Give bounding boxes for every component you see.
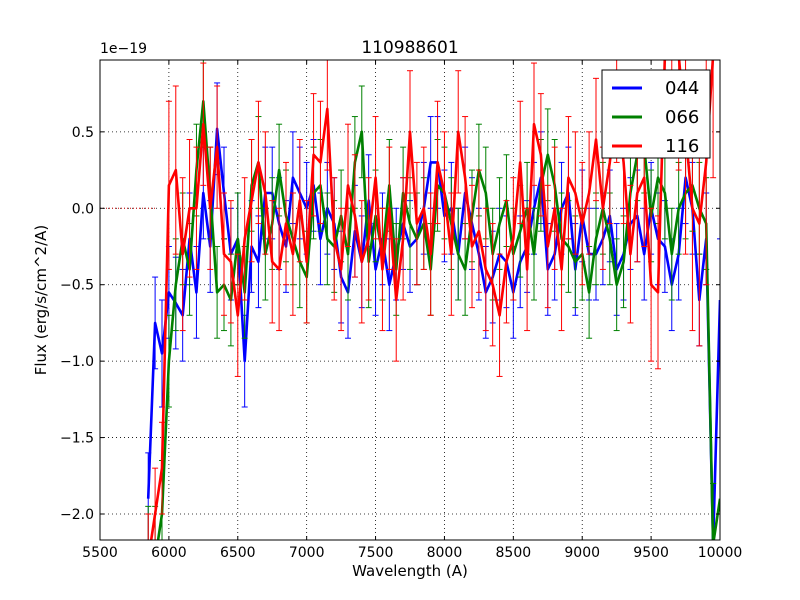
- series-line-116: [149, 60, 715, 540]
- series-layer: [100, 60, 720, 540]
- x-tick-label: 6000: [151, 545, 187, 561]
- y-tick-label: 0.0: [72, 201, 94, 217]
- legend: 044 066 116: [601, 69, 711, 159]
- x-tick-label: 9500: [633, 545, 669, 561]
- series-line-066: [156, 100, 720, 540]
- legend-frame: [601, 69, 711, 159]
- y-tick-label: −1.5: [60, 431, 94, 447]
- axis-ticks: 5500 6000 6500 7000 7500 8000 8500 9000 9500 1000…: [60, 60, 742, 561]
- x-tick-label: 7000: [289, 545, 325, 561]
- x-axis-label: Wavelength (A): [352, 562, 468, 580]
- plot-frame: [99, 59, 721, 541]
- y-axis-label: Flux (erg/s/cm^2/A): [32, 225, 50, 376]
- y-tick-label: −0.5: [60, 278, 94, 294]
- y-offset-label: 1e−19: [100, 41, 147, 57]
- x-tick-label: 6500: [220, 545, 256, 561]
- legend-label-116: 116: [665, 136, 699, 157]
- chart-title: 110988601: [361, 38, 458, 58]
- x-tick-label: 9000: [564, 545, 600, 561]
- x-tick-label: 5500: [82, 545, 118, 561]
- x-tick-label: 8000: [427, 545, 463, 561]
- legend-label-066: 066: [665, 107, 699, 128]
- y-tick-label: 0.5: [72, 125, 94, 141]
- legend-label-044: 044: [665, 78, 699, 99]
- x-tick-label: 10000: [698, 545, 743, 561]
- x-tick-label: 7500: [358, 545, 394, 561]
- y-tick-label: −2.0: [60, 507, 94, 523]
- y-tick-label: −1.0: [60, 354, 94, 370]
- x-tick-label: 8500: [496, 545, 532, 561]
